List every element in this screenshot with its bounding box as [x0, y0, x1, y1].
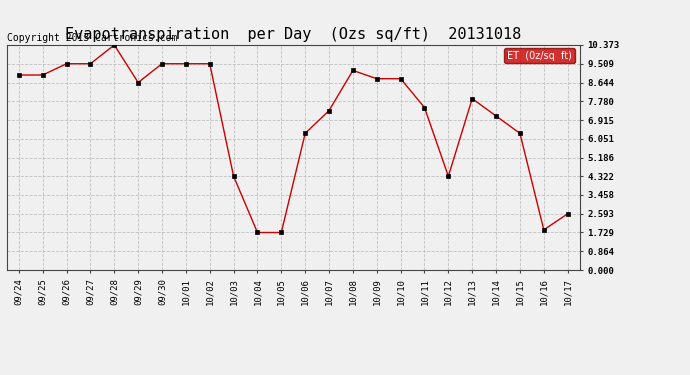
Title: Evapotranspiration  per Day  (Ozs sq/ft)  20131018: Evapotranspiration per Day (Ozs sq/ft) 2… — [65, 27, 522, 42]
Legend: ET  (0z/sq  ft): ET (0z/sq ft) — [504, 48, 575, 63]
Text: Copyright 2013 Cartronics.com: Copyright 2013 Cartronics.com — [7, 33, 177, 43]
